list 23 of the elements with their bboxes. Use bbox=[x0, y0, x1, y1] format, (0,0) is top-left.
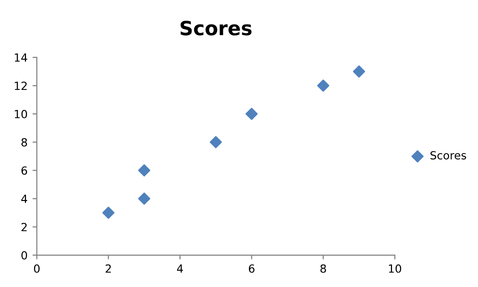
chart-title: Scores bbox=[180, 20, 252, 36]
point bbox=[246, 108, 258, 120]
y-tick-label: 14 bbox=[14, 54, 28, 62]
x-tick-label: 2 bbox=[106, 264, 111, 273]
y-tick-label: 10 bbox=[14, 110, 28, 118]
x-tick-label: 4 bbox=[177, 264, 183, 273]
y-tick-label: 2 bbox=[22, 222, 27, 232]
point bbox=[317, 80, 330, 92]
point bbox=[102, 206, 114, 219]
x-tick-label: 6 bbox=[248, 264, 254, 273]
y-tick-label: 6 bbox=[21, 166, 28, 175]
x-tick-label: 0 bbox=[34, 264, 40, 273]
y-tick-label: 8 bbox=[21, 138, 28, 147]
y-tick-label: 4 bbox=[21, 194, 28, 203]
x-tick-label: 8 bbox=[320, 264, 326, 273]
point bbox=[138, 192, 150, 205]
y-tick-label: 0 bbox=[21, 251, 28, 260]
point bbox=[352, 65, 366, 78]
point bbox=[210, 136, 222, 148]
y-tick-label: 12 bbox=[14, 82, 27, 90]
point bbox=[138, 164, 150, 176]
x-tick-label: 10 bbox=[388, 264, 402, 273]
legend-label: Scores bbox=[430, 151, 466, 160]
